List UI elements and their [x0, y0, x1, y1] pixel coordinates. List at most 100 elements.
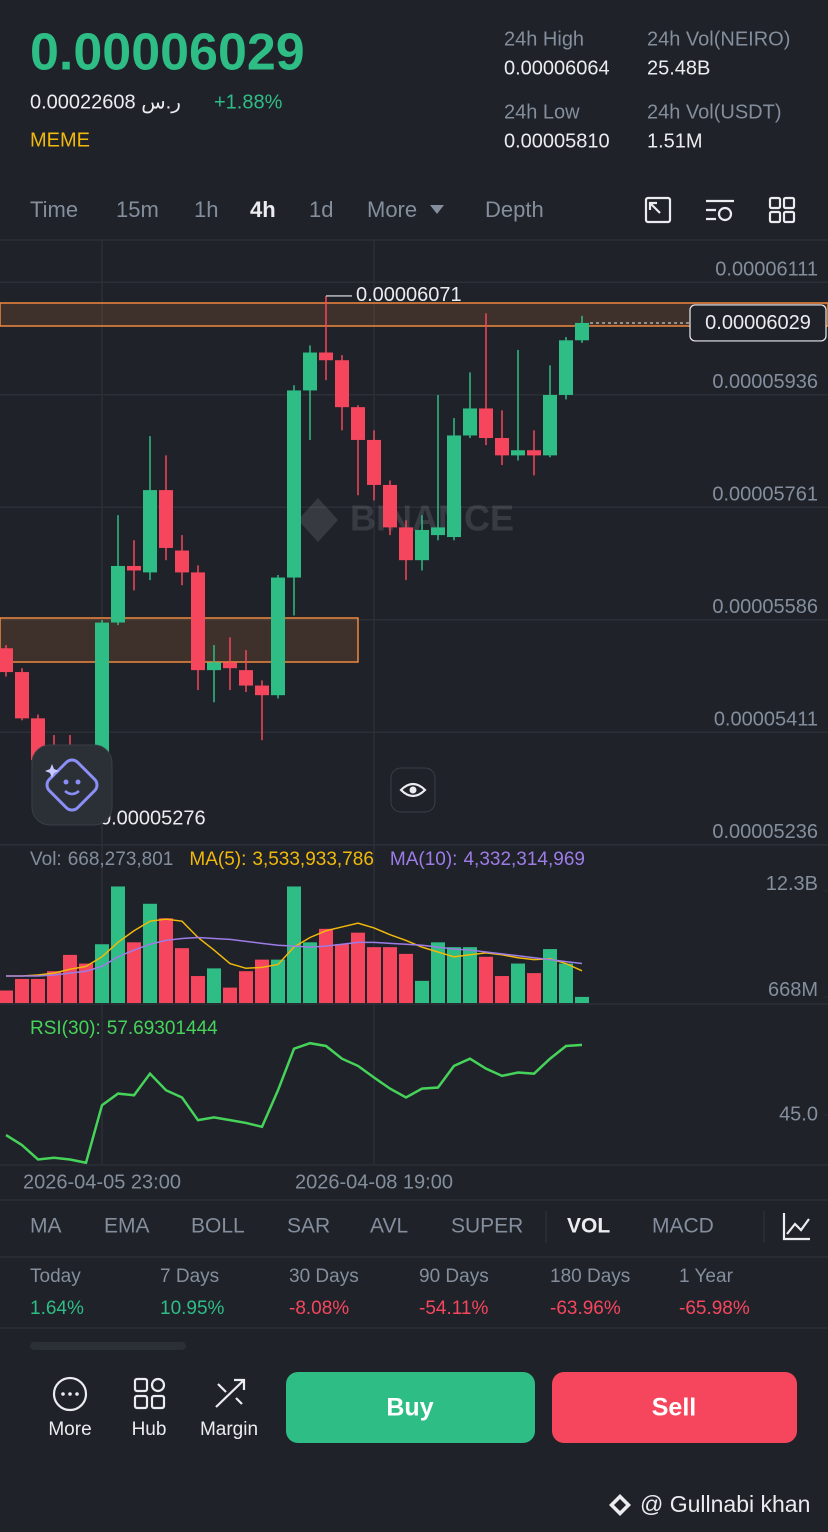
indicator-tab[interactable]: BOLL — [191, 1215, 245, 1238]
legend-value: 57.69301444 — [107, 1018, 218, 1039]
button-bg — [31, 744, 113, 826]
y-tick-label: 668M — [768, 979, 818, 1001]
y-tick-label: 45.0 — [779, 1103, 818, 1125]
volume-bar — [543, 949, 557, 1003]
ai-assistant-button[interactable] — [31, 744, 113, 826]
drawn-zone — [0, 302, 828, 327]
volume-bar — [447, 947, 461, 1003]
icon-shape — [768, 196, 782, 210]
dropdown-arrow — [430, 205, 444, 214]
indicator-tab[interactable]: SUPER — [451, 1215, 523, 1238]
volume-bar — [367, 947, 381, 1003]
rsi-line — [5, 1041, 583, 1165]
indicator-tab[interactable]: VOL — [567, 1215, 610, 1238]
timeframe-tab[interactable]: 1d — [309, 197, 333, 222]
icon-shape — [150, 1394, 166, 1410]
candle-body — [367, 439, 381, 485]
volume-bar — [223, 987, 237, 1003]
volume-bar — [127, 942, 141, 1003]
fiat-price: 0.00022608 ر.س — [30, 91, 181, 113]
button-bg — [552, 1372, 797, 1443]
volume-bar — [319, 928, 333, 1003]
icon-shape — [68, 1392, 72, 1396]
volume-bar — [175, 948, 189, 1003]
y-tick-label: 12.3B — [766, 873, 818, 895]
button-label: Sell — [652, 1394, 696, 1422]
volume-legend: Vol: 668,273,801 MA(5): 3,533,933,786 MA(10)… — [30, 849, 585, 870]
candle-body — [399, 527, 413, 561]
icon-shape — [133, 1377, 149, 1393]
token-tag[interactable]: MEME — [30, 129, 90, 151]
indicator-settings-icon[interactable] — [782, 1213, 810, 1241]
icon-shape — [782, 210, 796, 224]
indicator-tab[interactable]: AVL — [370, 1215, 408, 1238]
volume-bar — [303, 942, 317, 1003]
buy-button[interactable]: Buy — [286, 1372, 535, 1443]
toolbar-bg — [642, 190, 828, 240]
fullscreen-icon[interactable] — [644, 196, 672, 224]
visibility-toggle[interactable] — [390, 767, 436, 813]
legend-value: 668,273,801 — [68, 849, 174, 870]
volume-bar — [495, 976, 509, 1003]
timeframe-tab[interactable]: 15m — [116, 197, 159, 222]
period-label: Today — [30, 1266, 81, 1287]
drawn-zone — [0, 617, 359, 663]
timeframe-tab[interactable]: Depth — [485, 197, 544, 222]
timeframe-tab[interactable]: Time — [30, 197, 78, 222]
candle-body — [191, 572, 205, 671]
y-tick-label: 0.00006111 — [715, 258, 818, 280]
icon-shape — [52, 1376, 88, 1412]
high-marker-label: 0.00006071 — [356, 284, 462, 306]
volume-bar — [111, 886, 125, 1003]
volume-bar — [431, 942, 445, 1003]
stat-label: 24h Vol(NEIRO) — [647, 28, 790, 50]
candle-body — [447, 435, 461, 538]
settings-icon[interactable] — [706, 199, 734, 222]
nav-more[interactable]: More — [48, 1376, 92, 1440]
period-label: 180 Days — [550, 1266, 630, 1287]
y-tick-label: 0.00005936 — [712, 371, 818, 393]
moving-average-line — [6, 918, 583, 977]
candle-body — [271, 577, 285, 696]
candle-body — [495, 438, 509, 456]
sell-button[interactable]: Sell — [552, 1372, 797, 1443]
icon-shape — [644, 196, 672, 224]
indicator-tab[interactable]: SAR — [287, 1215, 330, 1238]
nav-label: Margin — [200, 1419, 258, 1440]
candle-body — [127, 565, 141, 571]
stat-value: 0.00006064 — [504, 57, 610, 79]
y-tick-label: 0.00005761 — [712, 484, 818, 506]
candle-body — [239, 670, 253, 686]
stat-value: 25.48B — [647, 57, 710, 79]
icon-shape — [75, 779, 81, 785]
performance-row: Today 1.64% 7 Days 10.95% 30 Days -8.08% 90 Da… — [30, 1266, 750, 1319]
candle-body — [255, 685, 269, 696]
last-price: 0.00006029 — [30, 24, 305, 82]
volume-bar — [463, 947, 477, 1003]
volume-bar — [31, 978, 45, 1003]
period-change: -8.08% — [289, 1298, 349, 1319]
candle-body — [511, 450, 525, 456]
indicator-tab[interactable]: EMA — [104, 1215, 150, 1238]
layout-icon[interactable] — [768, 196, 796, 224]
candle-body — [431, 527, 445, 536]
timeframe-tab[interactable]: 4h — [250, 197, 276, 222]
icon-shape — [717, 206, 733, 222]
icon-shape — [648, 201, 661, 214]
nav-hub[interactable]: Hub — [132, 1377, 167, 1440]
volume-bar — [479, 956, 493, 1003]
candle-body — [319, 352, 333, 361]
indicator-tab[interactable]: MACD — [652, 1215, 714, 1238]
period-label: 7 Days — [160, 1266, 219, 1287]
chart-area: 2026-04-05 23:00 2026-04-08 19:00 0.000061… — [0, 240, 828, 1193]
footer-credit: @ Gullnabi khan — [640, 1491, 810, 1517]
candle-body — [143, 490, 157, 573]
nav-margin[interactable]: Margin — [200, 1378, 258, 1440]
timeframe-tab[interactable]: 1h — [194, 197, 218, 222]
volume-bar — [335, 944, 349, 1003]
timeframe-tab[interactable]: More — [367, 197, 417, 222]
nav-label: Hub — [132, 1419, 167, 1440]
indicator-tab[interactable]: MA — [30, 1215, 62, 1238]
candle-body — [287, 390, 301, 578]
volume-bar — [415, 980, 429, 1003]
